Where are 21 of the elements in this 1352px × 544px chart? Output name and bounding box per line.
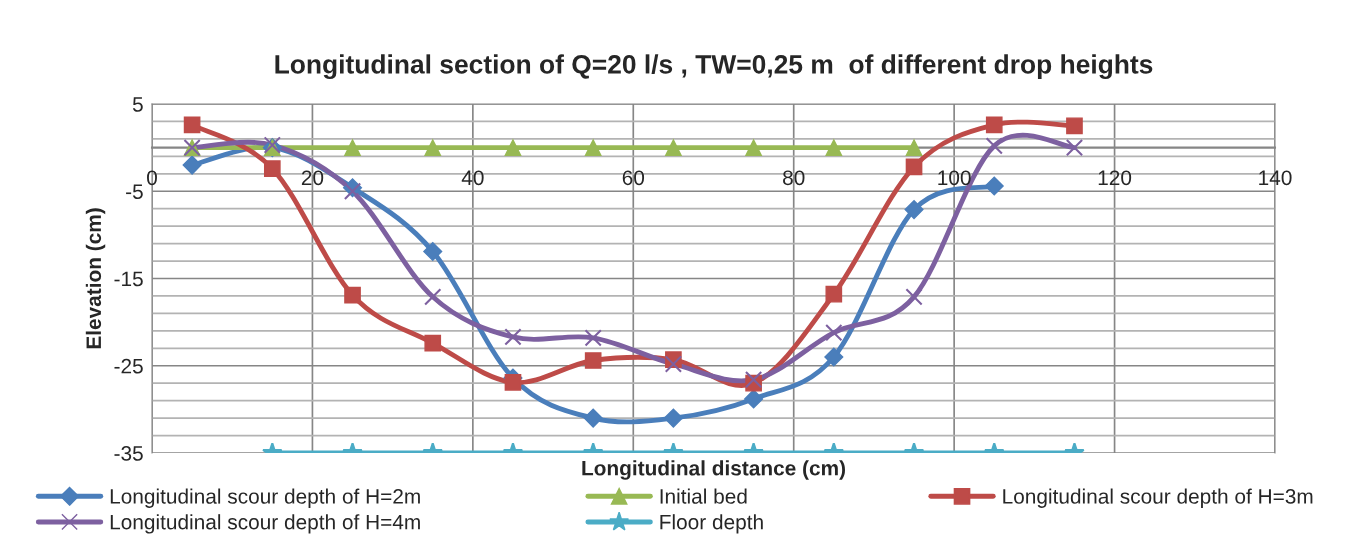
legend-label: Longitudinal scour depth of H=3m [1003, 488, 1313, 508]
x-tick-label: 140 [1259, 170, 1292, 186]
x-tick-label: 100 [938, 170, 971, 186]
y-axis-title: Elevation (cm) [85, 208, 106, 349]
legend-label: Longitudinal scour depth of H=4m [110, 514, 420, 534]
legend-label: Initial bed [660, 488, 747, 504]
x-tick-label: 40 [461, 170, 484, 186]
y-tick-label: 5 [132, 97, 143, 112]
x-tick-label: 60 [622, 170, 645, 186]
x-axis-title: Longitudinal distance (cm) [582, 460, 845, 480]
y-tick-label: -15 [114, 271, 143, 287]
x-tick-label: 80 [783, 170, 805, 186]
x-tick-label: 0 [147, 170, 157, 186]
y-tick-label: -5 [126, 184, 143, 199]
y-tick-label: -35 [114, 446, 143, 461]
x-tick-label: 20 [301, 170, 324, 186]
y-tick-label: -25 [114, 358, 143, 374]
legend-label: Longitudinal scour depth of H=2m [110, 488, 420, 508]
x-tick-label: 120 [1098, 170, 1132, 186]
legend-label: Floor depth [660, 514, 763, 534]
chart-title: Longitudinal section of Q=20 l/s , TW=0,25 m of different drop heights [275, 54, 1153, 80]
